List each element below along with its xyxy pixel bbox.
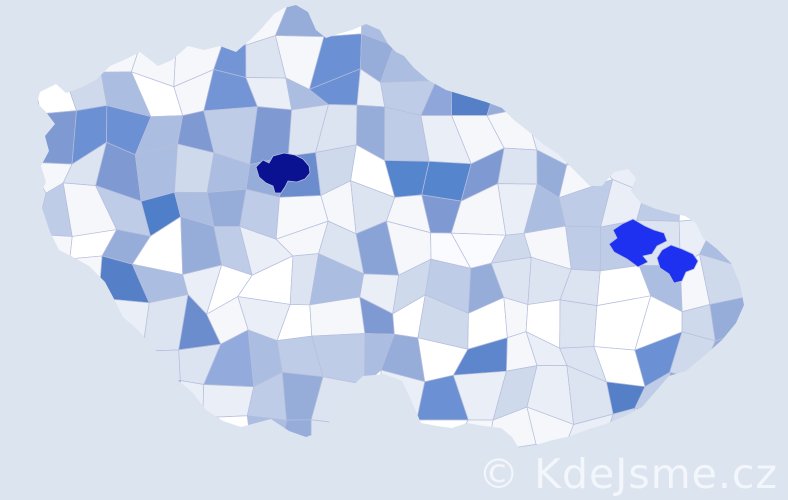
- map-region-cell[interactable]: [527, 0, 569, 51]
- map-region-cell[interactable]: [133, 377, 184, 421]
- map-region-cell[interactable]: [137, 10, 178, 36]
- map-region-cell[interactable]: [174, 143, 215, 193]
- map-region-cell[interactable]: [496, 0, 535, 46]
- map-region-cell[interactable]: [180, 380, 205, 421]
- map-region-cell[interactable]: [497, 147, 538, 185]
- map-region-cell[interactable]: [677, 151, 713, 190]
- map-region-cell[interactable]: [348, 413, 389, 458]
- map-region-cell[interactable]: [674, 105, 707, 162]
- map-region-cell[interactable]: [96, 418, 147, 455]
- map-region-cell[interactable]: [60, 255, 103, 301]
- map-region-cell[interactable]: [73, 413, 119, 454]
- map-region-cell[interactable]: [30, 234, 73, 276]
- map-region-darkest-region[interactable]: [255, 152, 311, 194]
- map-region-cell[interactable]: [678, 183, 718, 222]
- map-region-cell[interactable]: [503, 297, 529, 339]
- map-region-cell[interactable]: [142, 349, 181, 381]
- map-region-cell[interactable]: [33, 29, 72, 84]
- map-region-cell[interactable]: [486, 72, 544, 116]
- map-region-cell[interactable]: [705, 105, 751, 159]
- map-region-cell[interactable]: [202, 415, 253, 455]
- map-region-cell[interactable]: [67, 329, 115, 389]
- map-region-cell[interactable]: [173, 0, 225, 41]
- map-region-cell[interactable]: [570, 71, 610, 126]
- map-region-cell[interactable]: [669, 30, 714, 87]
- map-region-cell[interactable]: [450, 29, 500, 77]
- map-region-cell[interactable]: [393, 0, 427, 47]
- map-region-cell[interactable]: [524, 72, 575, 126]
- map-region-cell[interactable]: [133, 419, 190, 456]
- map-region-cell[interactable]: [29, 380, 75, 418]
- map-region-cell[interactable]: [629, 0, 674, 54]
- map-region-cell[interactable]: [628, 407, 677, 448]
- map-region-cell[interactable]: [706, 83, 751, 124]
- map-region-brightest-region-west[interactable]: [608, 218, 668, 268]
- map-region-cell[interactable]: [568, 44, 610, 77]
- map-region-cell[interactable]: [629, 30, 683, 87]
- map-region-cell[interactable]: [565, 225, 602, 272]
- map-region-cell[interactable]: [669, 371, 715, 421]
- map-region-cell[interactable]: [595, 0, 648, 54]
- map-region-cell[interactable]: [416, 419, 469, 447]
- map-region-cell[interactable]: [607, 71, 647, 126]
- map-region-cell[interactable]: [644, 158, 682, 193]
- map-region-cell[interactable]: [29, 329, 72, 389]
- map-region-cell[interactable]: [27, 258, 71, 314]
- map-region-cell[interactable]: [182, 417, 217, 454]
- map-region-cell[interactable]: [460, 1, 500, 46]
- map-region-cell[interactable]: [595, 44, 643, 87]
- map-region-cell[interactable]: [705, 151, 751, 190]
- map-region-cell[interactable]: [527, 34, 572, 77]
- map-region-cell[interactable]: [104, 0, 144, 36]
- map-region-cell[interactable]: [559, 299, 598, 349]
- map-region-cell[interactable]: [70, 376, 119, 420]
- map-region-cell[interactable]: [645, 117, 679, 162]
- map-region-cell[interactable]: [418, 0, 466, 44]
- map-region-cell[interactable]: [669, 0, 709, 35]
- map-region-cell[interactable]: [499, 34, 544, 75]
- map-region-cell[interactable]: [381, 413, 421, 456]
- map-region-cell[interactable]: [62, 29, 108, 73]
- map-region-cell[interactable]: [98, 297, 150, 352]
- map-region-cell[interactable]: [323, 0, 363, 37]
- map-region-cell[interactable]: [103, 340, 155, 379]
- map-region-cell[interactable]: [32, 0, 72, 42]
- map-regions: [27, 0, 757, 461]
- map-region-cell[interactable]: [206, 188, 247, 227]
- map-region-cell[interactable]: [674, 83, 714, 119]
- map-region-cell[interactable]: [246, 415, 287, 461]
- map-region-cell[interactable]: [201, 0, 247, 46]
- map-region-cell[interactable]: [595, 106, 649, 161]
- map-region-cell[interactable]: [707, 34, 750, 87]
- map-region-cell[interactable]: [310, 419, 351, 460]
- map-region-cell[interactable]: [674, 419, 715, 447]
- map-region-cell[interactable]: [202, 384, 255, 419]
- map-region-cell[interactable]: [28, 110, 77, 165]
- map-region-cell[interactable]: [114, 376, 155, 421]
- map-region-cell[interactable]: [636, 183, 682, 222]
- map-region-cell[interactable]: [566, 106, 609, 166]
- map-region-cell[interactable]: [60, 297, 105, 342]
- map-region-cell[interactable]: [711, 181, 746, 240]
- map-region-cell[interactable]: [275, 1, 330, 37]
- map-region-cell[interactable]: [41, 413, 75, 459]
- map-region-cell[interactable]: [709, 419, 757, 460]
- map-region-cell[interactable]: [68, 0, 108, 33]
- map-region-cell[interactable]: [27, 299, 68, 350]
- map-region-cell[interactable]: [641, 83, 683, 126]
- map-region-cell[interactable]: [606, 381, 646, 415]
- map-region-cell[interactable]: [418, 29, 461, 81]
- map-region-cell[interactable]: [702, 0, 741, 43]
- map-region-brightest-region-east[interactable]: [656, 244, 699, 284]
- map-region-cell[interactable]: [698, 379, 757, 422]
- map-region-cell[interactable]: [563, 5, 604, 51]
